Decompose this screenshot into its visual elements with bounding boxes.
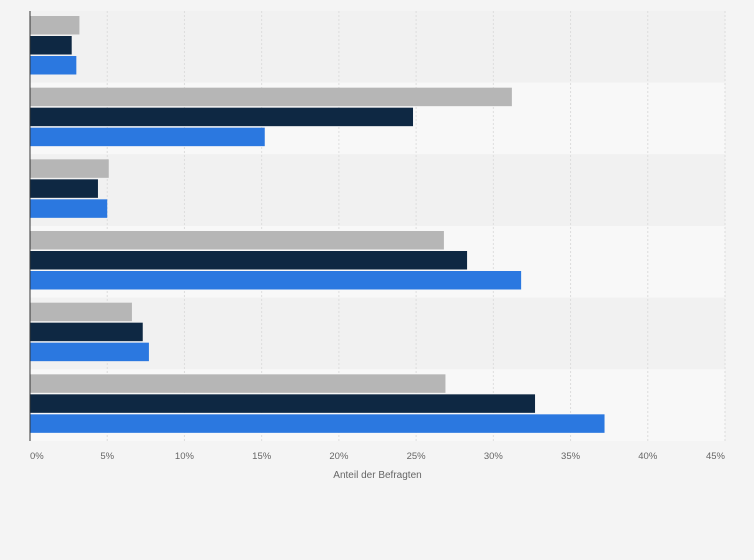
x-tick-label: 30%	[484, 451, 504, 462]
x-tick-label: 40%	[638, 451, 658, 462]
bar	[30, 251, 468, 270]
bar	[30, 342, 149, 362]
bar	[30, 36, 72, 55]
bar	[30, 56, 77, 75]
x-tick-label: 5%	[100, 451, 114, 462]
x-tick-label: 25%	[407, 451, 427, 462]
x-axis-title: Anteil der Befragten	[333, 470, 421, 481]
x-tick-label: 15%	[252, 451, 272, 462]
bar	[30, 231, 444, 250]
bar	[30, 302, 132, 322]
bar	[30, 322, 143, 342]
bar	[30, 107, 414, 127]
bar	[30, 159, 109, 178]
x-axis-ticks: 0% 5% 10% 15% 20% 25% 30% 35% 40% 45%	[30, 451, 726, 462]
x-tick-label: 0%	[30, 451, 44, 462]
x-tick-label: 45%	[706, 451, 726, 462]
bar	[30, 271, 522, 290]
bar	[30, 16, 80, 35]
category-band	[30, 11, 725, 83]
bar	[30, 127, 265, 147]
bar	[30, 374, 446, 393]
x-tick-label: 35%	[561, 451, 581, 462]
x-tick-label: 10%	[175, 451, 195, 462]
bar	[30, 414, 605, 433]
bar	[30, 394, 536, 413]
x-tick-label: 20%	[329, 451, 349, 462]
category-band	[30, 154, 725, 226]
bar	[30, 199, 108, 218]
bars	[30, 16, 605, 433]
bar	[30, 87, 512, 107]
bar	[30, 179, 98, 198]
